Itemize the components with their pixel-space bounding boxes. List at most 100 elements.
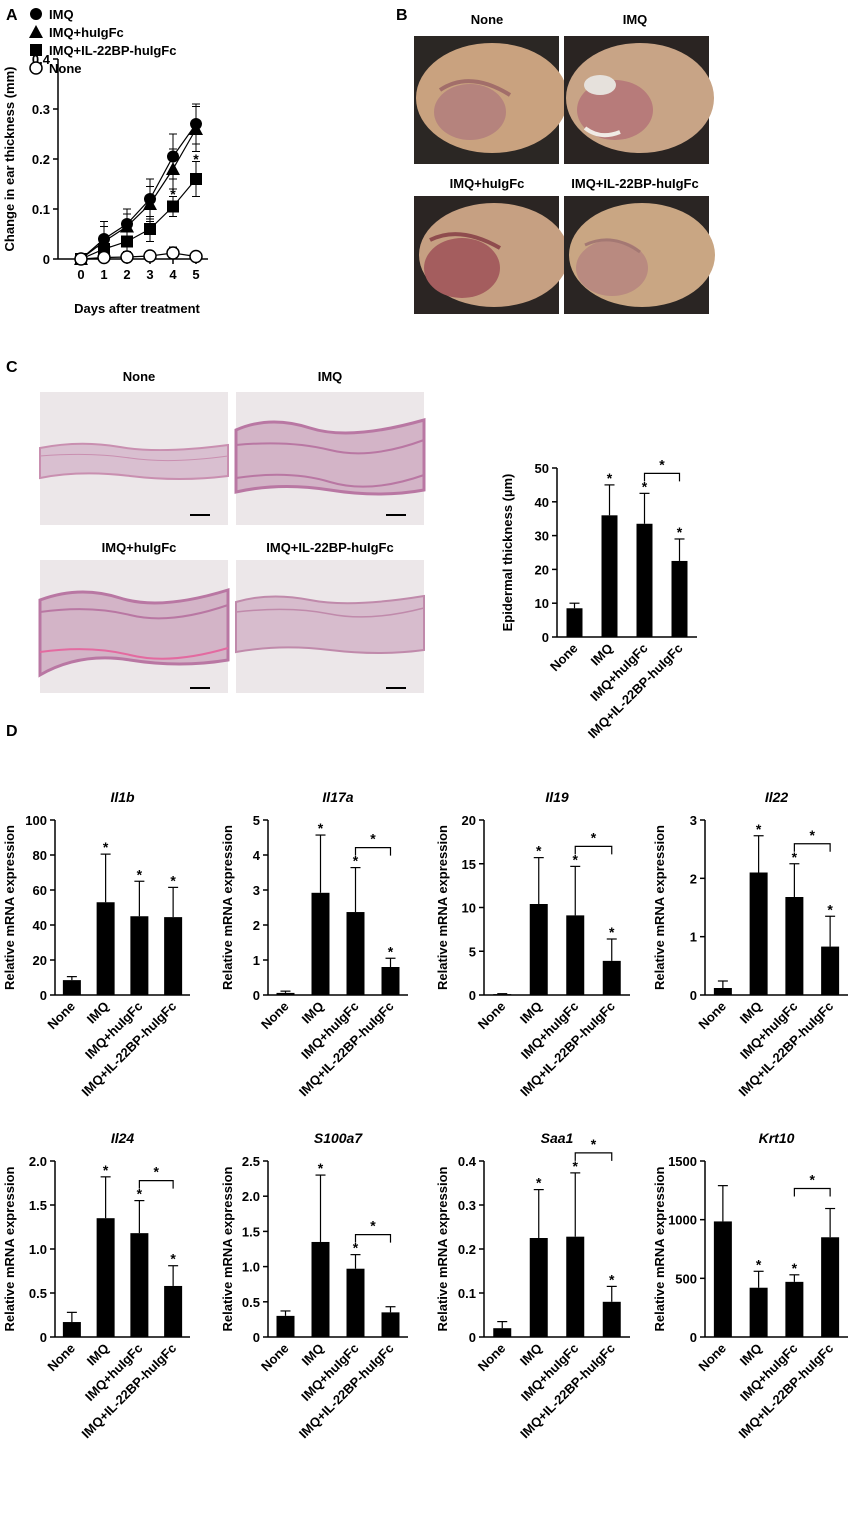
x-tick-label: 4 — [169, 267, 177, 282]
chart-title: Il19 — [545, 789, 569, 805]
y-tick-label: 20 — [462, 813, 476, 828]
y-tick-label: 5 — [253, 813, 260, 828]
photo-label-imq-il22bp: IMQ+IL-22BP-huIgFc — [571, 176, 698, 191]
category-label: IMQ — [517, 999, 545, 1027]
y-tick-label: 3 — [253, 883, 260, 898]
bar — [566, 915, 585, 995]
significance-bracket — [574, 845, 613, 855]
significance-star: * — [170, 186, 176, 202]
data-point — [120, 250, 134, 264]
y-tick-label: 5 — [469, 944, 476, 959]
y-tick-label: 1.0 — [29, 1242, 47, 1257]
data-point — [97, 250, 111, 265]
y-tick-label: 2 — [690, 871, 697, 886]
category-label: None — [44, 1341, 78, 1375]
y-axis-label: Epidermal thickness (µm) — [500, 474, 515, 632]
y-tick-label: 0 — [690, 988, 697, 1003]
y-tick-label: 2 — [253, 918, 260, 933]
series-2 — [75, 161, 202, 265]
series-3 — [74, 246, 203, 266]
panel-b-photos: None IMQ IMQ+huIgFc IMQ+IL-22BP-huIgFc — [414, 12, 715, 314]
bar — [529, 904, 548, 995]
category-label: IMQ — [737, 999, 765, 1027]
y-tick-label: 15 — [462, 857, 476, 872]
bar — [749, 872, 768, 995]
bar — [164, 917, 183, 995]
panel-letter-d: D — [6, 723, 18, 740]
significance-bracket — [643, 472, 681, 482]
data-point — [190, 173, 202, 185]
bar — [821, 946, 840, 995]
y-tick-label: 40 — [535, 495, 549, 510]
legend: IMQ IMQ+huIgFc IMQ+IL-22BP-huIgFc None — [29, 7, 176, 76]
significance-bracket — [574, 1152, 613, 1161]
y-tick-label: 1.5 — [29, 1198, 47, 1213]
significance-star: * — [573, 1158, 579, 1174]
significance-star: * — [792, 1260, 798, 1276]
bar — [821, 1237, 840, 1337]
legend-marker — [30, 8, 42, 20]
category-label: None — [695, 999, 729, 1033]
y-tick-label: 0.2 — [458, 1242, 476, 1257]
y-tick-label: 0.2 — [32, 152, 50, 167]
y-tick-label: 1.0 — [242, 1260, 260, 1275]
ear-photo-imq-huigfc — [414, 196, 569, 314]
significance-star: * — [193, 151, 199, 167]
y-tick-label: 40 — [33, 918, 47, 933]
category-label: IMQ — [517, 1341, 545, 1369]
y-tick-label: 0 — [469, 1330, 476, 1345]
chart-title: Il24 — [111, 1130, 135, 1146]
legend-label: None — [49, 61, 82, 76]
legend-marker — [29, 61, 43, 75]
data-point — [143, 197, 157, 210]
x-tick-label: 5 — [192, 267, 199, 282]
significance-bracket — [354, 847, 392, 856]
bracket-star: * — [370, 1218, 376, 1234]
panel-letter-a: A — [6, 7, 18, 24]
bracket-star: * — [591, 1136, 597, 1152]
data-point — [189, 249, 203, 264]
bar — [601, 515, 618, 637]
significance-bracket — [138, 1180, 174, 1189]
legend-marker — [29, 25, 43, 38]
photo-label-imq: IMQ — [623, 12, 648, 27]
category-label: None — [547, 641, 581, 675]
data-point — [144, 223, 156, 235]
chart-d7: 0 0.1 0.2 0.3 0.4 Saa1 Relative mRNA expressio… — [435, 1130, 630, 1441]
y-tick-label: 20 — [535, 562, 549, 577]
category-label: None — [44, 999, 78, 1033]
x-tick-label: 3 — [146, 267, 153, 282]
bar — [381, 1312, 400, 1337]
category-label: None — [258, 999, 292, 1033]
significance-star: * — [609, 1271, 615, 1287]
significance-star: * — [318, 1160, 324, 1176]
bar — [749, 1287, 768, 1337]
significance-star: * — [756, 1256, 762, 1272]
bar — [381, 967, 400, 995]
category-label: IMQ — [84, 1341, 112, 1369]
histology-label-imq-huigfc: IMQ+huIgFc — [102, 540, 177, 555]
category-label: IMQ — [737, 1341, 765, 1369]
bracket-star: * — [370, 831, 376, 847]
y-tick-label: 4 — [253, 848, 261, 863]
category-label: None — [695, 1341, 729, 1375]
bar — [566, 608, 583, 637]
bar — [62, 1322, 81, 1337]
chart-title: S100a7 — [314, 1130, 363, 1146]
panel-letter-c: C — [6, 359, 18, 376]
category-label: IMQ — [84, 999, 112, 1027]
significance-star: * — [756, 821, 762, 837]
y-tick-label: 0.5 — [29, 1286, 47, 1301]
data-point — [74, 252, 88, 266]
bar — [602, 1301, 621, 1337]
series-1 — [74, 106, 203, 265]
chart-title: Il17a — [322, 789, 353, 805]
chart-d4: 0 1 2 3 Il22 Relative mRNA expression None * IMQ… — [652, 789, 848, 1099]
y-tick-label: 1 — [690, 930, 697, 945]
bar — [602, 960, 621, 995]
y-axis-label: Relative mRNA expression — [652, 825, 667, 990]
y-tick-label: 50 — [535, 461, 549, 476]
x-tick-label: 2 — [123, 267, 130, 282]
significance-bracket — [793, 1187, 831, 1197]
bar — [311, 1241, 330, 1337]
